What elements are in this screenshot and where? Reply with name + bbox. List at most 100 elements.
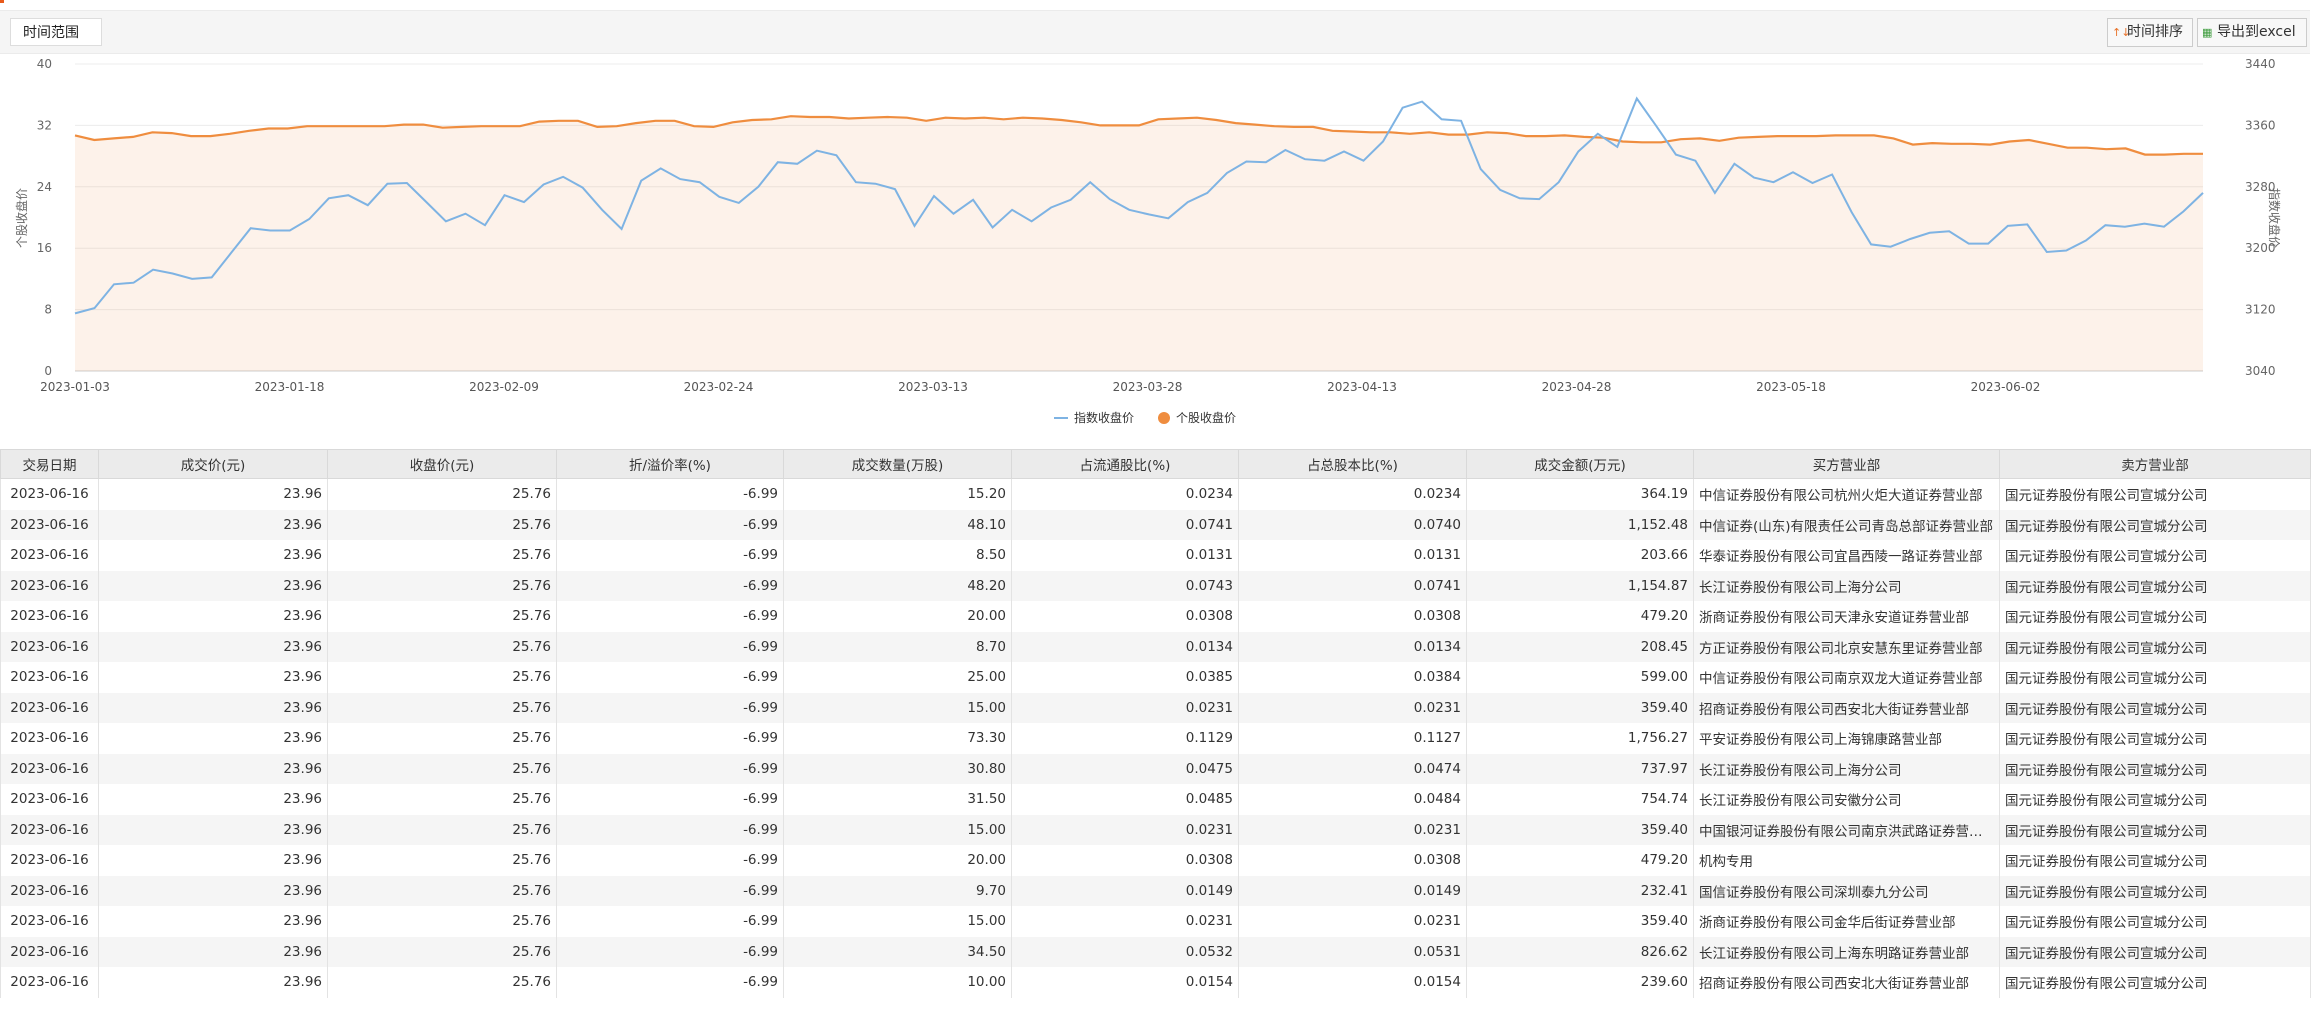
table-cell: 1,756.27	[1466, 723, 1694, 754]
table-cell: 0.0131	[1011, 540, 1239, 571]
table-row[interactable]: 2023-06-16 23.96 25.76 -6.99 48.10 0.0741 0.07…	[0, 509, 2311, 540]
table-row[interactable]: 2023-06-16 23.96 25.76 -6.99 34.50 0.0532 0.05…	[0, 936, 2311, 967]
y-tick-right: 3120	[2245, 303, 2276, 317]
time-sort-label: 时间排序	[2127, 24, 2183, 40]
table-row[interactable]: 2023-06-16 23.96 25.76 -6.99 15.00 0.0231 0.02…	[0, 906, 2311, 937]
table-cell: 0.0532	[1011, 936, 1239, 967]
table-cell: 23.96	[98, 936, 328, 967]
price-chart: 0816243240304031203200328033603440个股收盘价指…	[14, 57, 2282, 425]
x-tick-label: 2023-04-28	[1542, 380, 1612, 394]
column-header[interactable]: 成交价(元)	[98, 449, 328, 479]
table-row[interactable]: 2023-06-16 23.96 25.76 -6.99 20.00 0.0308 0.03…	[0, 845, 2311, 876]
series-line-index	[74, 96, 2204, 315]
table-row[interactable]: 2023-06-16 23.96 25.76 -6.99 15.20 0.0234 0.02…	[0, 478, 2311, 510]
column-header[interactable]: 占总股本比(%)	[1238, 449, 1467, 479]
table-row[interactable]: 2023-06-16 23.96 25.76 -6.99 15.00 0.0231 0.02…	[0, 814, 2311, 845]
column-header[interactable]: 收盘价(元)	[327, 449, 557, 479]
table-cell: 0.0308	[1238, 845, 1467, 876]
table-cell: 浙商证券股份有限公司天津永安道证券营业部	[1693, 601, 2000, 632]
y-tick-left: 40	[37, 57, 52, 71]
export-excel-label: 导出到excel	[2217, 24, 2296, 40]
table-cell: 机构专用	[1693, 845, 2000, 876]
table-cell: 国元证券股份有限公司宣城分公司	[1999, 601, 2311, 632]
table-cell: 20.00	[783, 601, 1012, 632]
time-sort-button[interactable]: ↑↓时间排序	[2107, 18, 2193, 47]
table-cell: 9.70	[783, 875, 1012, 906]
table-cell: 25.76	[327, 967, 557, 998]
x-tick-label: 2023-05-18	[1756, 380, 1826, 394]
table-cell: 中信证券股份有限公司杭州火炬大道证券营业部	[1693, 478, 2000, 510]
table-cell: 2023-06-16	[0, 662, 99, 693]
table-cell: 23.96	[98, 478, 328, 510]
table-cell: 23.96	[98, 540, 328, 571]
table-cell: 国元证券股份有限公司宣城分公司	[1999, 692, 2311, 723]
table-cell: 国信证券股份有限公司深圳泰九分公司	[1693, 875, 2000, 906]
table-cell: 239.60	[1466, 967, 1694, 998]
table-cell: 0.1129	[1011, 723, 1239, 754]
table-cell: 20.00	[783, 845, 1012, 876]
column-header[interactable]: 成交数量(万股)	[783, 449, 1012, 479]
table-row[interactable]: 2023-06-16 23.96 25.76 -6.99 9.70 0.0149 0.014…	[0, 875, 2311, 906]
table-cell: 25.76	[327, 692, 557, 723]
table-cell: 招商证券股份有限公司西安北大街证券营业部	[1693, 692, 2000, 723]
table-row[interactable]: 2023-06-16 23.96 25.76 -6.99 48.20 0.0743 0.07…	[0, 570, 2311, 601]
y-tick-left: 0	[44, 364, 52, 378]
legend-label-index: 指数收盘价	[1074, 410, 1134, 425]
table-cell: 0.0484	[1238, 784, 1467, 815]
table-cell: 0.0231	[1238, 906, 1467, 937]
column-header[interactable]: 占流通股比(%)	[1011, 449, 1239, 479]
table-cell: 0.0134	[1238, 631, 1467, 662]
column-header[interactable]: 成交金额(万元)	[1466, 449, 1694, 479]
table-cell: 0.0741	[1238, 570, 1467, 601]
block-trade-table: 交易日期 成交价(元) 收盘价(元) 折/溢价率(%) 成交数量(万股) 占流通股比(%)…	[0, 449, 2311, 998]
table-row[interactable]: 2023-06-16 23.96 25.76 -6.99 8.50 0.0131 0.013…	[0, 540, 2311, 571]
x-tick-label: 2023-06-02	[1971, 380, 2041, 394]
table-cell: 中信证券股份有限公司南京双龙大道证券营业部	[1693, 662, 2000, 693]
table-cell: 23.96	[98, 845, 328, 876]
table-row[interactable]: 2023-06-16 23.96 25.76 -6.99 30.80 0.0475 0.04…	[0, 753, 2311, 784]
table-cell: 2023-06-16	[0, 784, 99, 815]
table-row[interactable]: 2023-06-16 23.96 25.76 -6.99 31.50 0.0485 0.04…	[0, 784, 2311, 815]
table-row[interactable]: 2023-06-16 23.96 25.76 -6.99 15.00 0.0231 0.02…	[0, 692, 2311, 723]
table-cell: 15.00	[783, 906, 1012, 937]
table-cell: 8.50	[783, 540, 1012, 571]
table-row[interactable]: 2023-06-16 23.96 25.76 -6.99 73.30 0.1129 0.11…	[0, 723, 2311, 754]
table-cell: 2023-06-16	[0, 936, 99, 967]
table-cell: 0.0149	[1011, 875, 1239, 906]
table-cell: -6.99	[556, 784, 784, 815]
table-cell: 23.96	[98, 662, 328, 693]
table-cell: 0.0154	[1011, 967, 1239, 998]
table-cell: 平安证券股份有限公司上海锦康路营业部	[1693, 723, 2000, 754]
x-tick-label: 2023-01-03	[40, 380, 110, 394]
table-cell: 招商证券股份有限公司西安北大街证券营业部	[1693, 967, 2000, 998]
table-cell: 0.0474	[1238, 753, 1467, 784]
export-excel-button[interactable]: ▦ 导出到excel	[2197, 18, 2307, 47]
table-cell: 长江证券股份有限公司上海分公司	[1693, 570, 2000, 601]
time-range-button[interactable]: 时间范围	[10, 18, 102, 46]
column-header[interactable]: 交易日期	[0, 449, 99, 479]
table-cell: -6.99	[556, 906, 784, 937]
table-cell: 25.76	[327, 814, 557, 845]
accent-mark	[0, 0, 4, 3]
table-cell: 0.0741	[1011, 509, 1239, 540]
table-cell: 0.0234	[1238, 478, 1467, 510]
table-cell: 国元证券股份有限公司宣城分公司	[1999, 875, 2311, 906]
table-cell: 8.70	[783, 631, 1012, 662]
table-cell: 0.0308	[1238, 601, 1467, 632]
column-header[interactable]: 折/溢价率(%)	[556, 449, 784, 479]
table-cell: 25.76	[327, 723, 557, 754]
series-line-stock	[74, 115, 2203, 156]
table-row[interactable]: 2023-06-16 23.96 25.76 -6.99 20.00 0.0308 0.03…	[0, 601, 2311, 632]
column-header[interactable]: 卖方营业部	[1999, 449, 2311, 479]
table-cell: 0.0134	[1011, 631, 1239, 662]
table-cell: -6.99	[556, 845, 784, 876]
y-tick-right: 3040	[2245, 364, 2276, 378]
table-row[interactable]: 2023-06-16 23.96 25.76 -6.99 10.00 0.0154 0.01…	[0, 967, 2311, 998]
table-row[interactable]: 2023-06-16 23.96 25.76 -6.99 25.00 0.0385 0.03…	[0, 662, 2311, 693]
table-row[interactable]: 2023-06-16 23.96 25.76 -6.99 8.70 0.0134 0.013…	[0, 631, 2311, 662]
table-cell: 25.76	[327, 753, 557, 784]
table-cell: 359.40	[1466, 692, 1694, 723]
x-tick-label: 2023-03-28	[1113, 380, 1183, 394]
table-cell: -6.99	[556, 875, 784, 906]
column-header[interactable]: 买方营业部	[1693, 449, 2000, 479]
